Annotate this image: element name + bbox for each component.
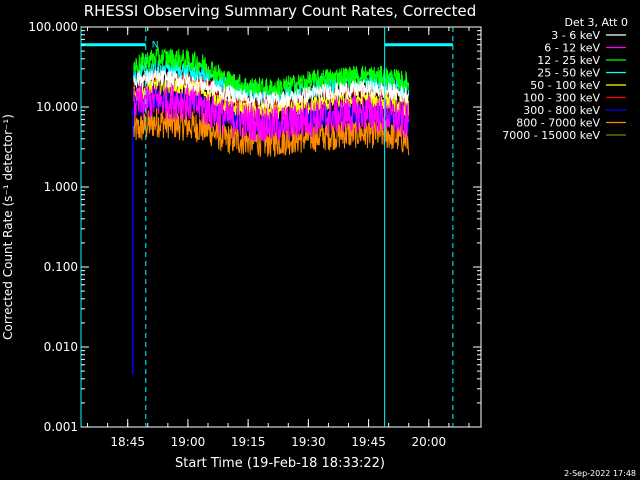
x-tick-label: 20:00 <box>412 435 447 449</box>
date-stamp: 2-Sep-2022 17:48 <box>564 469 636 478</box>
legend-label: 100 - 300 keV <box>523 92 600 105</box>
y-axis-label: Corrected Count Rate (s⁻¹ detector⁻¹) <box>1 114 15 340</box>
legend-label: 300 - 800 keV <box>523 104 600 117</box>
y-tick-label: 10.000 <box>36 100 78 114</box>
series-line <box>133 68 410 109</box>
marker-layer: N <box>80 27 454 427</box>
legend-label: 7000 - 15000 keV <box>502 129 600 142</box>
y-tick-label: 0.010 <box>44 340 78 354</box>
y-tick-label: 100.000 <box>28 20 78 34</box>
x-axis: 18:45 19:00 19:15 19:30 19:45 20:00 <box>87 27 470 449</box>
x-tick-label: 19:00 <box>171 435 206 449</box>
series-line <box>133 82 410 143</box>
legend-label: 3 - 6 keV <box>551 29 600 42</box>
detector-label: Det 3, Att 0 <box>565 16 629 29</box>
flag-label: N <box>152 41 159 51</box>
legend-label: 800 - 7000 keV <box>516 117 600 130</box>
x-axis-label: Start Time (19-Feb-18 18:33:22) <box>175 456 385 471</box>
series-line <box>133 46 410 99</box>
y-axis: 0.001 0.010 0.100 1.000 10.000 100.000 <box>28 20 481 434</box>
x-tick-label: 18:45 <box>110 435 145 449</box>
legend-label: 50 - 100 keV <box>530 79 600 92</box>
y-tick-label: 0.001 <box>44 420 78 434</box>
chart-title: RHESSI Observing Summary Count Rates, Co… <box>84 2 477 20</box>
legend-label: 12 - 25 keV <box>537 54 600 67</box>
x-tick-label: 19:45 <box>351 435 386 449</box>
series-layer <box>131 46 410 375</box>
legend-label: 25 - 50 keV <box>537 67 600 80</box>
x-tick-label: 19:30 <box>291 435 326 449</box>
legend-label: 6 - 12 keV <box>544 42 600 55</box>
y-tick-label: 0.100 <box>44 260 78 274</box>
y-tick-label: 1.000 <box>44 180 78 194</box>
x-tick-label: 19:15 <box>231 435 266 449</box>
